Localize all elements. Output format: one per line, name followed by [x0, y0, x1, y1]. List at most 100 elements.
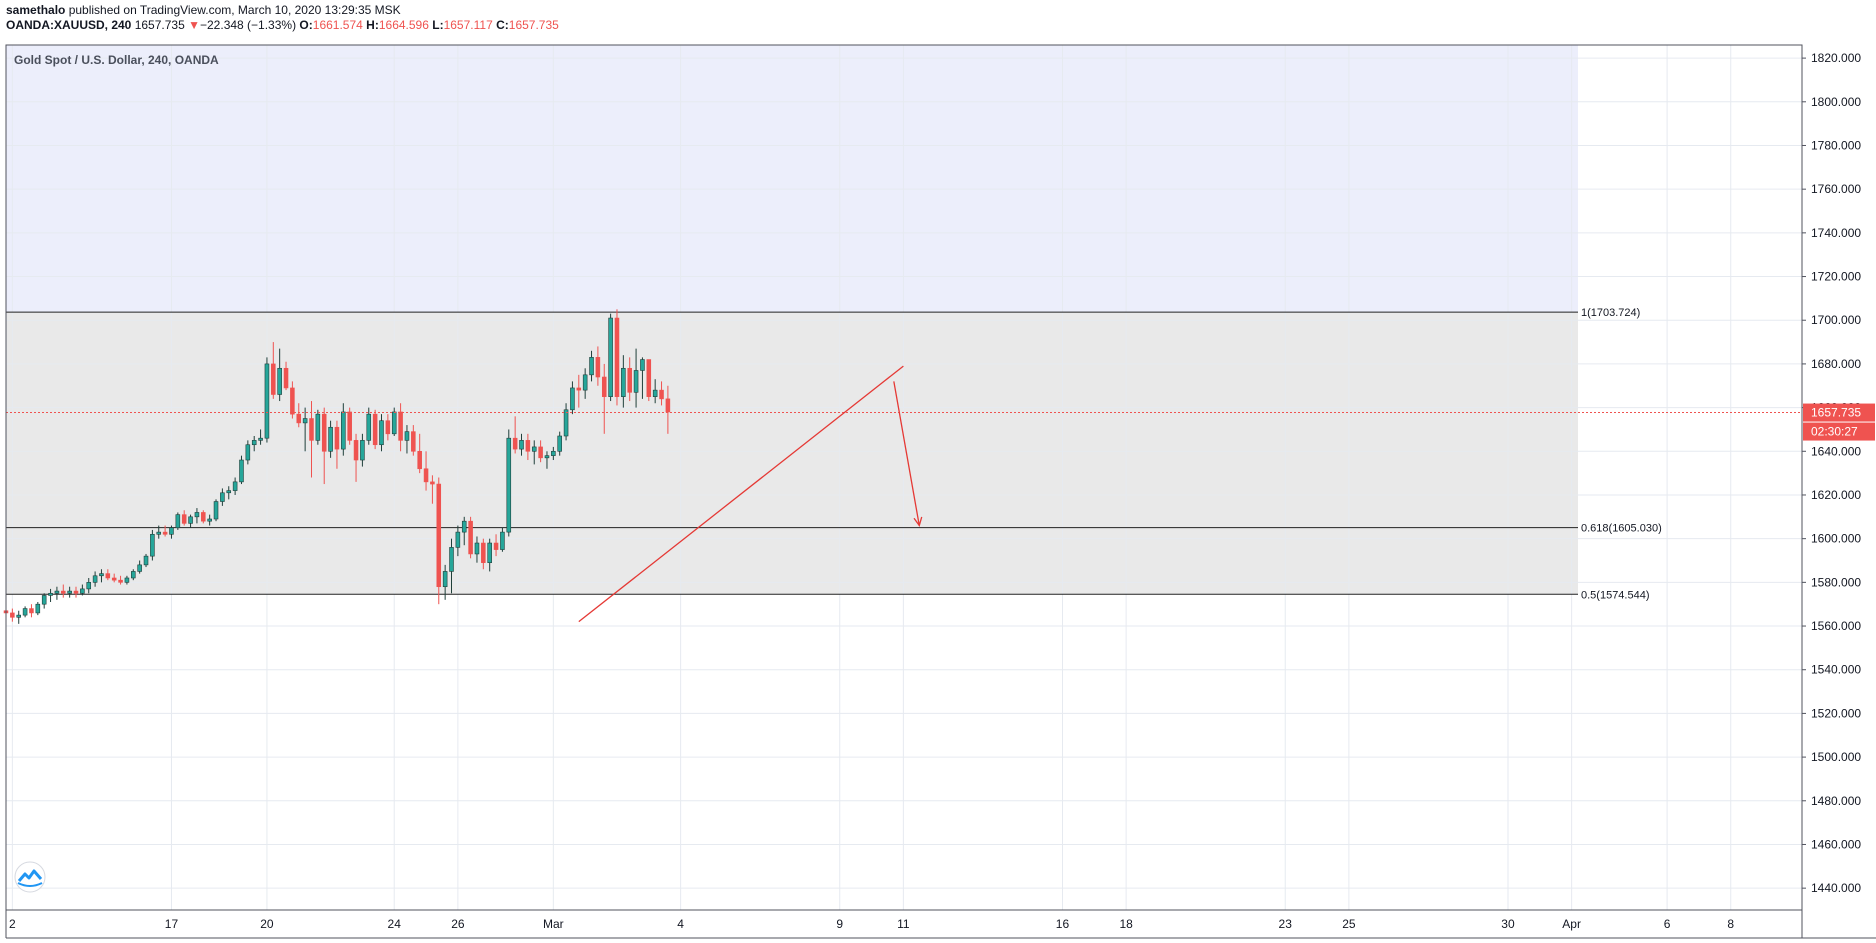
down-arrow-icon: ▼ — [188, 18, 200, 32]
time-axis[interactable]: 2 17 20 24 26 Mar 4 9 11 16 18 23 25 30 Apr 6 8 — [9, 917, 1734, 931]
time-tick-label: 26 — [451, 917, 465, 931]
candle — [506, 429, 512, 537]
candle-body — [468, 520, 473, 555]
candle-body — [99, 573, 104, 577]
candle — [493, 534, 499, 557]
candle-body — [258, 437, 263, 441]
time-tick-label: 8 — [1727, 917, 1734, 931]
candle-body — [10, 612, 15, 618]
candle — [366, 407, 372, 445]
countdown-label: 02:30:27 — [1811, 425, 1858, 439]
candle-body — [385, 420, 391, 435]
candle-body — [226, 490, 232, 494]
candle — [519, 433, 524, 456]
candle-body — [595, 357, 601, 378]
price-tick-label: 1640.000 — [1811, 444, 1861, 458]
chart-legend: Gold Spot / U.S. Dollar, 240, OANDA — [14, 53, 219, 67]
symbol-label[interactable]: OANDA:XAUUSD, 240 — [6, 18, 132, 32]
candle-body — [423, 468, 429, 483]
candle — [143, 553, 149, 568]
author-name[interactable]: samethalo — [6, 3, 66, 17]
candle — [309, 401, 314, 478]
published-text: published on TradingView.com, March 10, … — [68, 3, 401, 17]
candle-body — [525, 440, 531, 452]
price-axis[interactable]: 1440.000 1460.000 1480.000 1500.000 1520.000… — [1802, 51, 1875, 895]
low-label: L: — [432, 18, 444, 32]
candle — [283, 361, 289, 391]
tradingview-cloud-icon[interactable] — [14, 861, 46, 893]
candle — [16, 610, 22, 624]
price-tick-label: 1540.000 — [1811, 663, 1861, 677]
candle-body — [175, 514, 181, 529]
candle-body — [73, 590, 79, 594]
candle — [201, 510, 206, 524]
candle-body — [404, 431, 410, 441]
candle-body — [500, 531, 505, 550]
candle-body — [519, 440, 524, 450]
candle — [302, 407, 308, 452]
candle — [481, 538, 486, 570]
candle-body — [372, 413, 378, 446]
candle-body — [67, 590, 72, 594]
candle-body — [353, 440, 359, 461]
candle — [436, 477, 442, 605]
candle-body — [557, 435, 562, 452]
candle — [99, 569, 104, 583]
candle — [54, 586, 60, 600]
time-tick-label: 20 — [260, 917, 274, 931]
candle — [169, 525, 174, 539]
candle — [245, 440, 251, 465]
candle — [589, 350, 594, 382]
candle — [341, 403, 346, 456]
close-label: C: — [496, 18, 509, 32]
candle-body — [321, 413, 327, 452]
close-value: 1657.735 — [508, 18, 559, 32]
candle-body — [582, 374, 588, 391]
candle — [175, 512, 181, 530]
candle — [544, 451, 550, 469]
candle-body — [659, 389, 664, 400]
time-tick-label: Mar — [543, 917, 564, 931]
chart-header: samethalo published on TradingView.com, … — [6, 3, 559, 33]
candle — [239, 455, 244, 485]
time-tick-label: 2 — [9, 917, 16, 931]
candle-body — [264, 363, 270, 439]
candle-body — [48, 592, 53, 596]
candle-body — [188, 516, 193, 524]
price-tick-label: 1760.000 — [1811, 182, 1861, 196]
time-tick-label: 11 — [897, 917, 910, 931]
candle — [150, 529, 155, 561]
candle-body — [449, 547, 454, 572]
projection-arrow-head — [913, 516, 923, 528]
candle-body — [162, 531, 168, 535]
fib-levels-layer: 1(1703.724) 0.618(1605.030) 0.5(1574.544) — [6, 307, 1662, 601]
candle — [512, 416, 518, 454]
price-tick-label: 1520.000 — [1811, 706, 1861, 720]
candle-body — [455, 531, 461, 548]
candle-body — [201, 512, 206, 522]
candle-body — [271, 363, 276, 395]
candle — [442, 564, 448, 600]
candle-body — [232, 481, 238, 491]
candle — [608, 313, 613, 402]
candle-body — [506, 437, 512, 533]
candle — [500, 527, 505, 552]
candle-body — [61, 590, 66, 594]
candle-body — [474, 542, 480, 555]
candle — [538, 440, 543, 463]
candle-body — [442, 571, 448, 588]
price-tick-label: 1780.000 — [1811, 138, 1861, 152]
candle-body — [118, 579, 123, 583]
candle — [271, 342, 276, 399]
candle — [423, 451, 429, 491]
candle — [372, 409, 378, 450]
candle — [557, 431, 562, 456]
candle — [162, 525, 168, 537]
candle-body — [391, 411, 397, 435]
candle-body — [334, 426, 340, 450]
candle-body — [563, 409, 569, 437]
candle — [290, 381, 295, 419]
candle — [232, 477, 238, 495]
candle — [111, 573, 117, 583]
